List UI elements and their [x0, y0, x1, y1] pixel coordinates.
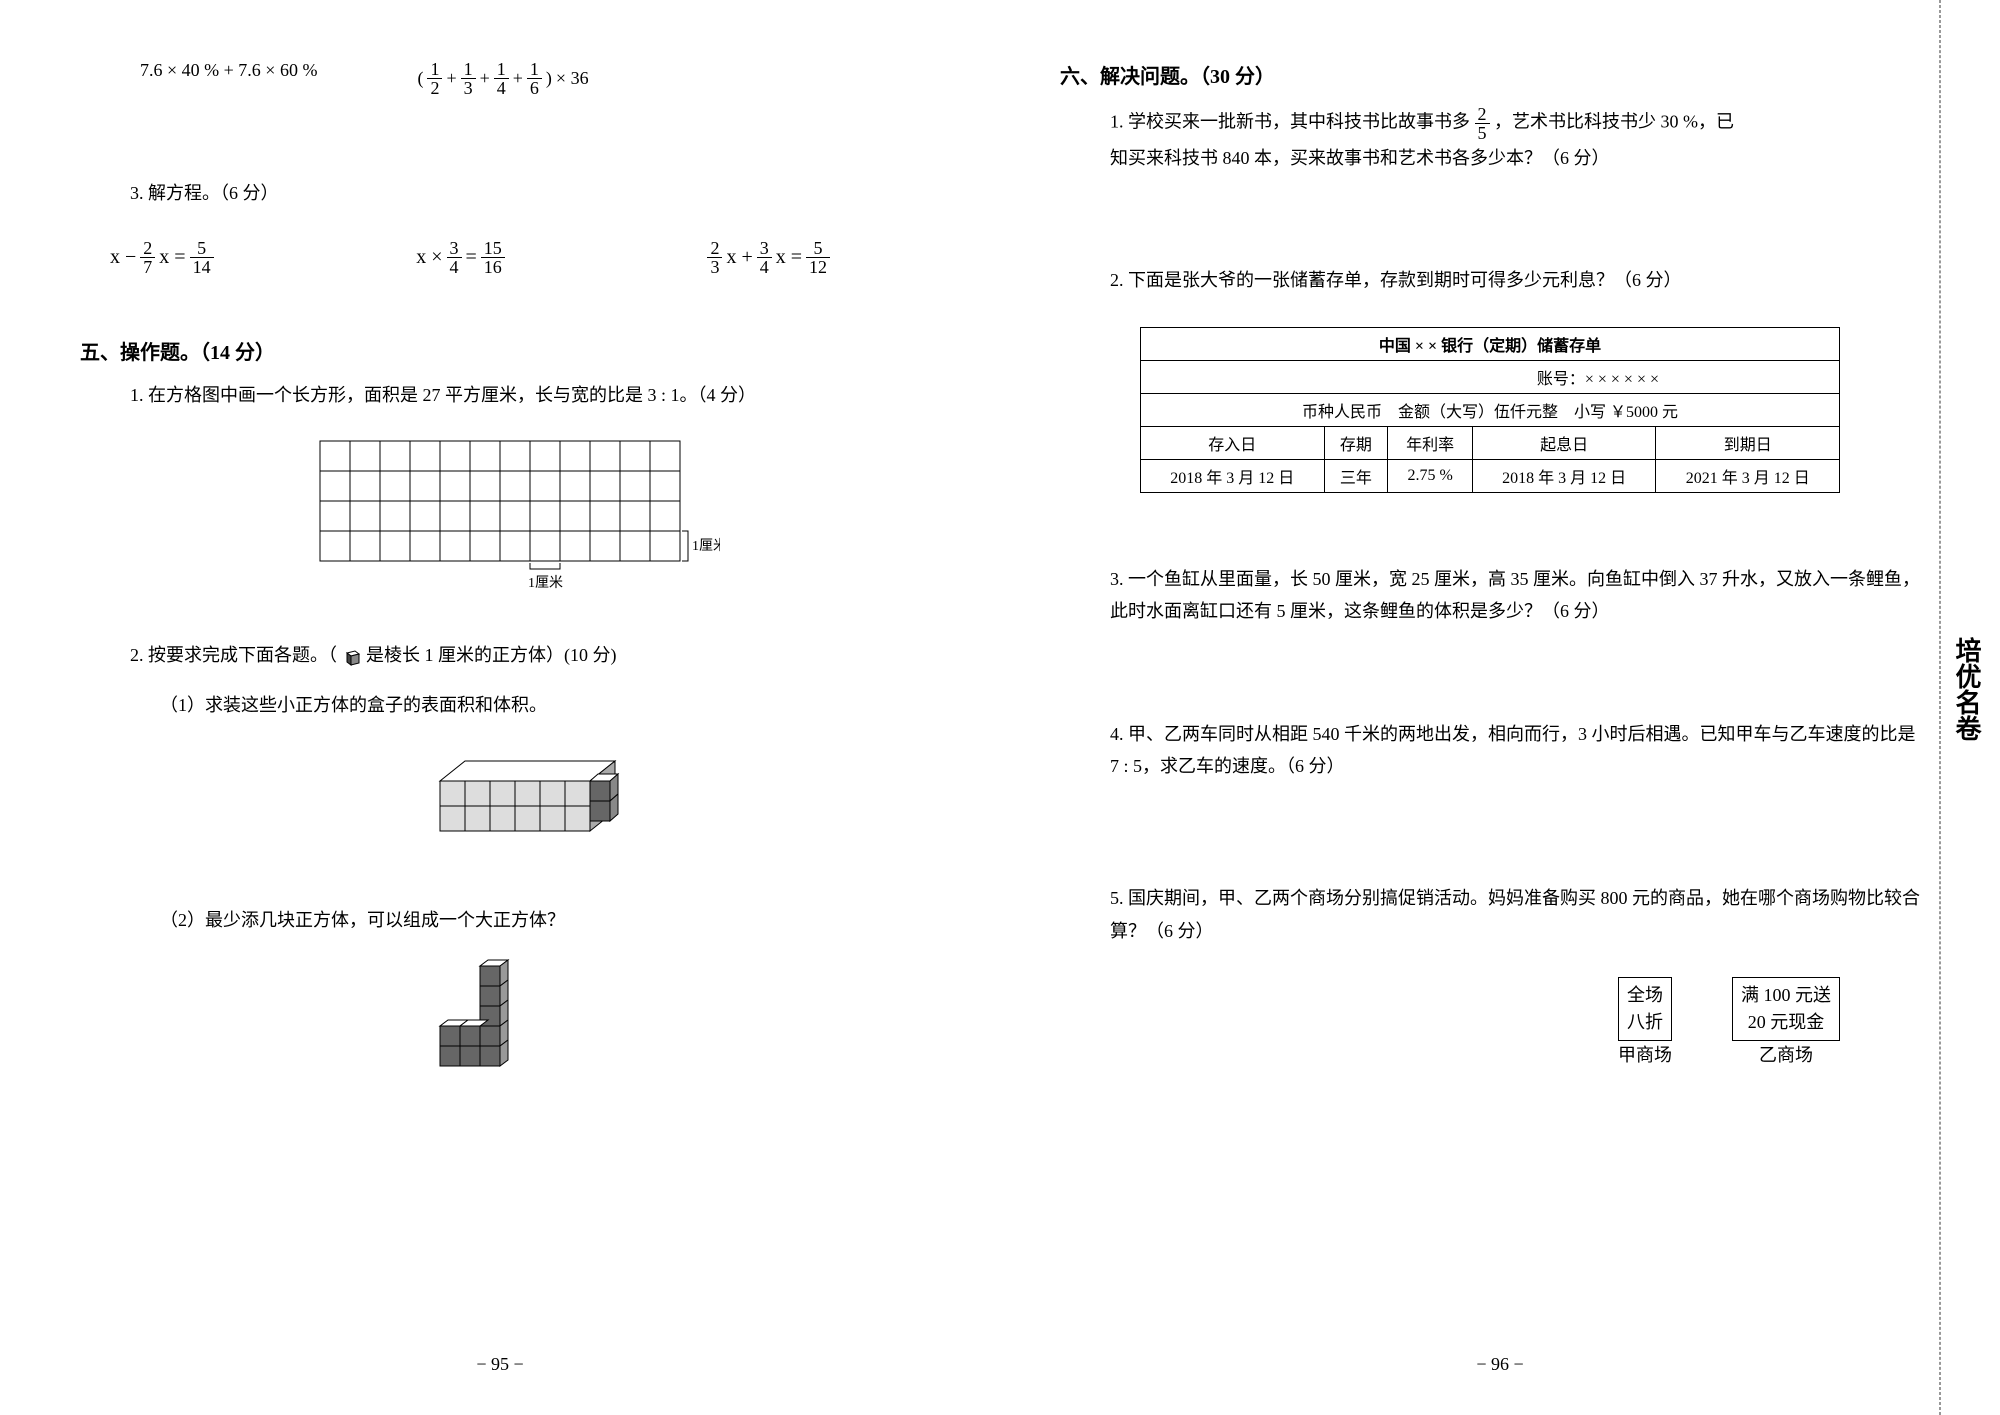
deposit-c5: 2021 年 3 月 12 日	[1656, 459, 1840, 492]
unit-label-right: 1厘米	[692, 538, 720, 554]
problem-6-2: 2. 下面是张大爷的一张储蓄存单，存款到期时可得多少元利息？（6 分）	[1110, 264, 1920, 296]
right-page: 六、解决问题。（30 分） 1. 学校买来一批新书，其中科技书比故事书多 25 …	[1000, 0, 2000, 1415]
solve-eq-3: 23 x + 34 x = 512	[707, 239, 830, 276]
promo-b: 满 100 元送 20 元现金 乙商场	[1732, 977, 1840, 1067]
deposit-table: 中国 × × 银行（定期）储蓄存单 账号：× × × × × × 币种人民币 金…	[1140, 327, 1840, 493]
problem-5-2-title: 2. 按要求完成下面各题。（ 是棱长 1 厘米的正方体）(10 分)	[130, 641, 940, 667]
problem-6-3: 3. 一个鱼缸从里面量，长 50 厘米，宽 25 厘米，高 35 厘米。向鱼缸中…	[1110, 563, 1920, 628]
deposit-h4: 起息日	[1472, 426, 1656, 459]
deposit-c3: 2.75 %	[1388, 459, 1473, 492]
solve-eq-1: x − 27 x = 514	[110, 239, 214, 276]
left-page: 7.6 × 40 % + 7.6 × 60 % (12 + 13 + 14 + …	[0, 0, 1000, 1415]
promo-b-line2: 20 元现金	[1741, 1009, 1831, 1036]
cube-icon	[342, 647, 362, 667]
solve-eq-title: 3. 解方程。（6 分）	[130, 177, 940, 209]
cube-stack-svg	[410, 956, 550, 1086]
spacer	[1060, 523, 1920, 563]
problem-6-1: 1. 学校买来一批新书，其中科技书比故事书多 25 ，艺术书比科技书少 30 %…	[1110, 105, 1920, 174]
page-container: 7.6 × 40 % + 7.6 × 60 % (12 + 13 + 14 + …	[0, 0, 2000, 1415]
promo-boxes: 全场 八折 甲商场 满 100 元送 20 元现金 乙商场	[1060, 977, 1840, 1067]
spacer	[1060, 658, 1920, 718]
problem-5-2-2: （2）最少添几块正方体，可以组成一个大正方体？	[160, 906, 940, 932]
page-number-right: − 96 −	[1476, 1354, 1523, 1375]
cube-box-figure	[410, 741, 610, 866]
grid-figure: 1厘米 1厘米	[300, 431, 720, 601]
deposit-account: 账号：× × × × × ×	[1141, 360, 1840, 393]
deposit-h2: 存期	[1324, 426, 1388, 459]
deposit-h1: 存入日	[1141, 426, 1325, 459]
deposit-data-row: 2018 年 3 月 12 日 三年 2.75 % 2018 年 3 月 12 …	[1141, 459, 1840, 492]
deposit-c4: 2018 年 3 月 12 日	[1472, 459, 1656, 492]
promo-a: 全场 八折 甲商场	[1618, 977, 1672, 1067]
section-6-title: 六、解决问题。（30 分）	[1060, 60, 1920, 89]
grid-svg: 1厘米 1厘米	[300, 431, 720, 601]
deposit-c1: 2018 年 3 月 12 日	[1141, 459, 1325, 492]
deposit-header-row: 存入日 存期 年利率 起息日 到期日	[1141, 426, 1840, 459]
promo-a-line1: 全场	[1627, 982, 1663, 1009]
problem-6-4: 4. 甲、乙两车同时从相距 540 千米的两地出发，相向而行，3 小时后相遇。已…	[1110, 718, 1920, 783]
side-margin: 培优名卷	[1940, 0, 2000, 1415]
deposit-c2: 三年	[1324, 459, 1388, 492]
promo-a-line2: 八折	[1627, 1009, 1663, 1036]
cube-box-svg	[410, 741, 650, 861]
problem-5-1: 1. 在方格图中画一个长方形，面积是 27 平方厘米，长与宽的比是 3 : 1。…	[130, 381, 940, 407]
equation-1: 7.6 × 40 % + 7.6 × 60 %	[140, 60, 317, 97]
deposit-title: 中国 × × 银行（定期）储蓄存单	[1141, 327, 1840, 360]
spacer	[1060, 812, 1920, 882]
page-number-left: − 95 −	[476, 1354, 523, 1375]
deposit-h5: 到期日	[1656, 426, 1840, 459]
problem-6-5: 5. 国庆期间，甲、乙两个商场分别搞促销活动。妈妈准备购买 800 元的商品，她…	[1110, 882, 1920, 947]
problem-5-2-1: （1）求装这些小正方体的盒子的表面积和体积。	[160, 691, 940, 717]
promo-a-label: 甲商场	[1618, 1041, 1672, 1067]
spacer	[1060, 204, 1920, 264]
equation-2: (12 + 13 + 14 + 16) × 36	[417, 60, 588, 97]
deposit-h3: 年利率	[1388, 426, 1473, 459]
top-equations-row: 7.6 × 40 % + 7.6 × 60 % (12 + 13 + 14 + …	[140, 60, 940, 97]
deposit-currency: 币种人民币 金额（大写）伍仟元整 小写 ￥5000 元	[1141, 393, 1840, 426]
solve-eq-2: x × 34 = 1516	[416, 239, 505, 276]
side-logo: 培优名卷	[1948, 637, 1985, 741]
unit-label-bottom: 1厘米	[528, 575, 563, 591]
solve-equations-row: x − 27 x = 514 x × 34 = 1516 23 x + 34 x…	[110, 239, 830, 276]
section-5-title: 五、操作题。（14 分）	[80, 336, 940, 365]
promo-b-line1: 满 100 元送	[1741, 982, 1831, 1009]
promo-b-label: 乙商场	[1732, 1041, 1840, 1067]
cube-stack-figure	[410, 956, 610, 1091]
